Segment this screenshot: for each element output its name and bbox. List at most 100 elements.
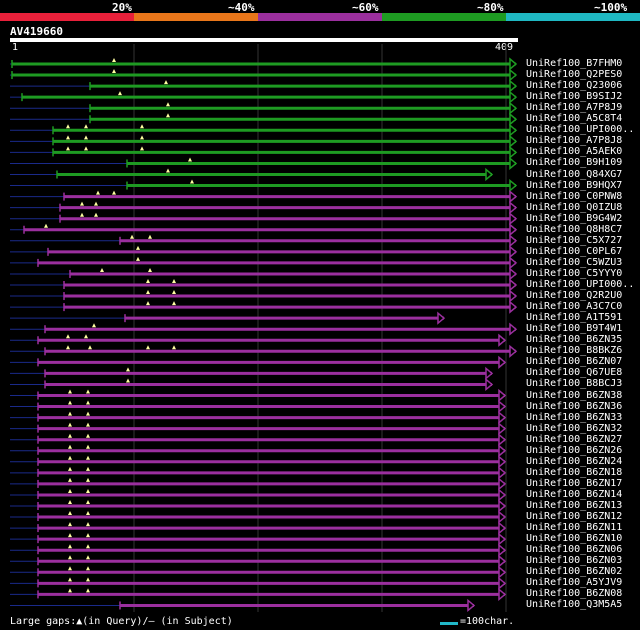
hit-row-3[interactable]	[10, 90, 518, 104]
hit-row-32[interactable]	[10, 410, 507, 425]
hit-row-26[interactable]	[10, 344, 518, 358]
hit-label[interactable]: UniRef100_C5YYY0	[526, 267, 623, 279]
hit-label[interactable]: UniRef100_Q23006	[526, 80, 623, 92]
hit-row-25[interactable]	[10, 333, 507, 347]
hit-label[interactable]: UniRef100_A5C8T4	[526, 113, 623, 125]
hit-label[interactable]: UniRef100_Q67UE8	[526, 367, 623, 379]
hit-row-24[interactable]	[10, 322, 518, 336]
hit-label[interactable]: UniRef100_B9G4W2	[526, 212, 623, 224]
hit-row-38[interactable]	[10, 477, 507, 491]
hit-label[interactable]: UniRef100_B6ZN36	[526, 400, 623, 412]
hit-label[interactable]: UniRef100_A7P8J8	[526, 135, 623, 147]
hit-label[interactable]: UniRef100_B8BKZ6	[526, 345, 623, 357]
hit-row-48[interactable]	[10, 587, 507, 602]
hit-row-21[interactable]	[10, 289, 518, 303]
hit-label[interactable]: UniRef100_UPI000..	[526, 124, 635, 136]
hit-row-18[interactable]	[10, 256, 518, 270]
hit-label[interactable]: UniRef100_B6ZN14	[526, 488, 623, 500]
hit-label[interactable]: UniRef100_B9H109	[526, 157, 623, 169]
hit-row-37[interactable]	[10, 466, 507, 480]
hit-row-35[interactable]	[10, 444, 507, 458]
hit-row-42[interactable]	[10, 521, 507, 535]
hit-label[interactable]: UniRef100_A5YJV9	[526, 577, 623, 589]
hit-row-41[interactable]	[10, 510, 507, 524]
hit-label[interactable]: UniRef100_B6ZN24	[526, 455, 623, 467]
hit-label[interactable]: UniRef100_B7FHM0	[526, 58, 623, 69]
hit-row-22[interactable]	[10, 300, 518, 314]
hit-label[interactable]: UniRef100_B6ZN27	[526, 433, 623, 445]
hit-row-17[interactable]	[10, 245, 518, 259]
hit-row-29[interactable]	[10, 377, 494, 392]
hit-row-34[interactable]	[10, 433, 507, 447]
hit-label[interactable]: UniRef100_B9SIJ2	[526, 91, 623, 103]
hit-label[interactable]: UniRef100_B6ZN02	[526, 566, 623, 578]
hit-row-30[interactable]	[10, 388, 507, 403]
hit-label[interactable]: UniRef100_B8BCJ3	[526, 378, 623, 390]
hit-label[interactable]: UniRef100_B9T4W1	[526, 323, 623, 335]
hit-label[interactable]: UniRef100_C5X727	[526, 234, 623, 246]
hit-row-36[interactable]	[10, 455, 507, 469]
hit-label[interactable]: UniRef100_B6ZN10	[526, 533, 623, 545]
hit-row-7[interactable]	[10, 134, 518, 148]
hit-label[interactable]: UniRef100_B6ZN13	[526, 500, 623, 511]
hit-label[interactable]: UniRef100_Q0IZU8	[526, 201, 623, 213]
hit-label[interactable]: UniRef100_B6ZN33	[526, 411, 623, 423]
hit-label[interactable]: UniRef100_B6ZN38	[526, 389, 623, 401]
hit-label[interactable]: UniRef100_A1T591	[526, 312, 623, 324]
hit-label[interactable]: UniRef100_B6ZN26	[526, 444, 623, 456]
hit-row-27[interactable]	[10, 355, 507, 369]
hit-label[interactable]: UniRef100_B6ZN08	[526, 588, 623, 600]
hit-label[interactable]: UniRef100_B6ZN07	[526, 356, 623, 368]
hit-row-12[interactable]	[10, 189, 518, 204]
hit-row-10[interactable]	[10, 167, 494, 182]
hit-row-4[interactable]	[10, 101, 518, 115]
hit-row-6[interactable]	[10, 123, 518, 137]
hit-row-39[interactable]	[10, 488, 507, 502]
hit-row-46[interactable]	[10, 565, 507, 579]
hit-label[interactable]: UniRef100_Q2PES0	[526, 69, 623, 81]
hit-row-31[interactable]	[10, 399, 507, 414]
hit-label[interactable]: UniRef100_B6ZN11	[526, 522, 623, 534]
hit-row-11[interactable]	[10, 178, 518, 193]
hit-label[interactable]: UniRef100_B6ZN17	[526, 477, 623, 489]
hit-label[interactable]: UniRef100_C5WZU3	[526, 256, 623, 268]
hit-row-0[interactable]	[10, 57, 518, 71]
hit-row-2[interactable]	[10, 79, 518, 93]
hit-label[interactable]: UniRef100_UPI000..	[526, 279, 635, 290]
hit-label[interactable]: UniRef100_C0PNW8	[526, 190, 623, 202]
hit-row-45[interactable]	[10, 554, 507, 568]
hit-label[interactable]: UniRef100_A5AEK0	[526, 146, 623, 158]
hit-label[interactable]: UniRef100_Q84XG7	[526, 168, 623, 180]
hit-row-15[interactable]	[10, 223, 518, 237]
hit-label[interactable]: UniRef100_B9HQX7	[526, 179, 623, 191]
hit-row-49[interactable]	[10, 598, 476, 613]
hit-label[interactable]: UniRef100_Q8H8C7	[526, 223, 623, 235]
hit-label[interactable]: UniRef100_B6ZN32	[526, 422, 623, 434]
hit-row-40[interactable]	[10, 499, 507, 513]
hit-row-23[interactable]	[10, 311, 446, 325]
hit-label[interactable]: UniRef100_B6ZN12	[526, 511, 623, 523]
hit-row-1[interactable]	[10, 68, 518, 82]
hit-label[interactable]: UniRef100_A3C7C0	[526, 301, 623, 313]
hit-row-44[interactable]	[10, 543, 507, 557]
hit-row-20[interactable]	[10, 278, 518, 292]
hit-row-16[interactable]	[10, 234, 518, 248]
hit-row-33[interactable]	[10, 422, 507, 436]
hit-row-8[interactable]	[10, 145, 518, 160]
hit-label[interactable]: UniRef100_Q3M5A5	[526, 599, 623, 611]
hit-label[interactable]: UniRef100_B6ZN18	[526, 466, 623, 478]
hit-row-13[interactable]	[10, 201, 518, 215]
hit-row-47[interactable]	[10, 576, 507, 590]
hit-label[interactable]: UniRef100_B6ZN06	[526, 544, 623, 556]
hit-label[interactable]: UniRef100_B6ZN03	[526, 555, 623, 567]
hit-row-19[interactable]	[10, 267, 518, 281]
hit-row-14[interactable]	[10, 212, 518, 226]
hit-row-28[interactable]	[10, 366, 494, 381]
hit-label[interactable]: UniRef100_B6ZN35	[526, 334, 623, 346]
hit-label[interactable]: UniRef100_Q2R2U0	[526, 290, 623, 302]
hit-row-43[interactable]	[10, 532, 507, 546]
hit-row-5[interactable]	[10, 112, 518, 126]
hit-label[interactable]: UniRef100_C0PL67	[526, 245, 623, 257]
hit-label[interactable]: UniRef100_A7P8J9	[526, 102, 623, 114]
hit-row-9[interactable]	[10, 156, 518, 171]
